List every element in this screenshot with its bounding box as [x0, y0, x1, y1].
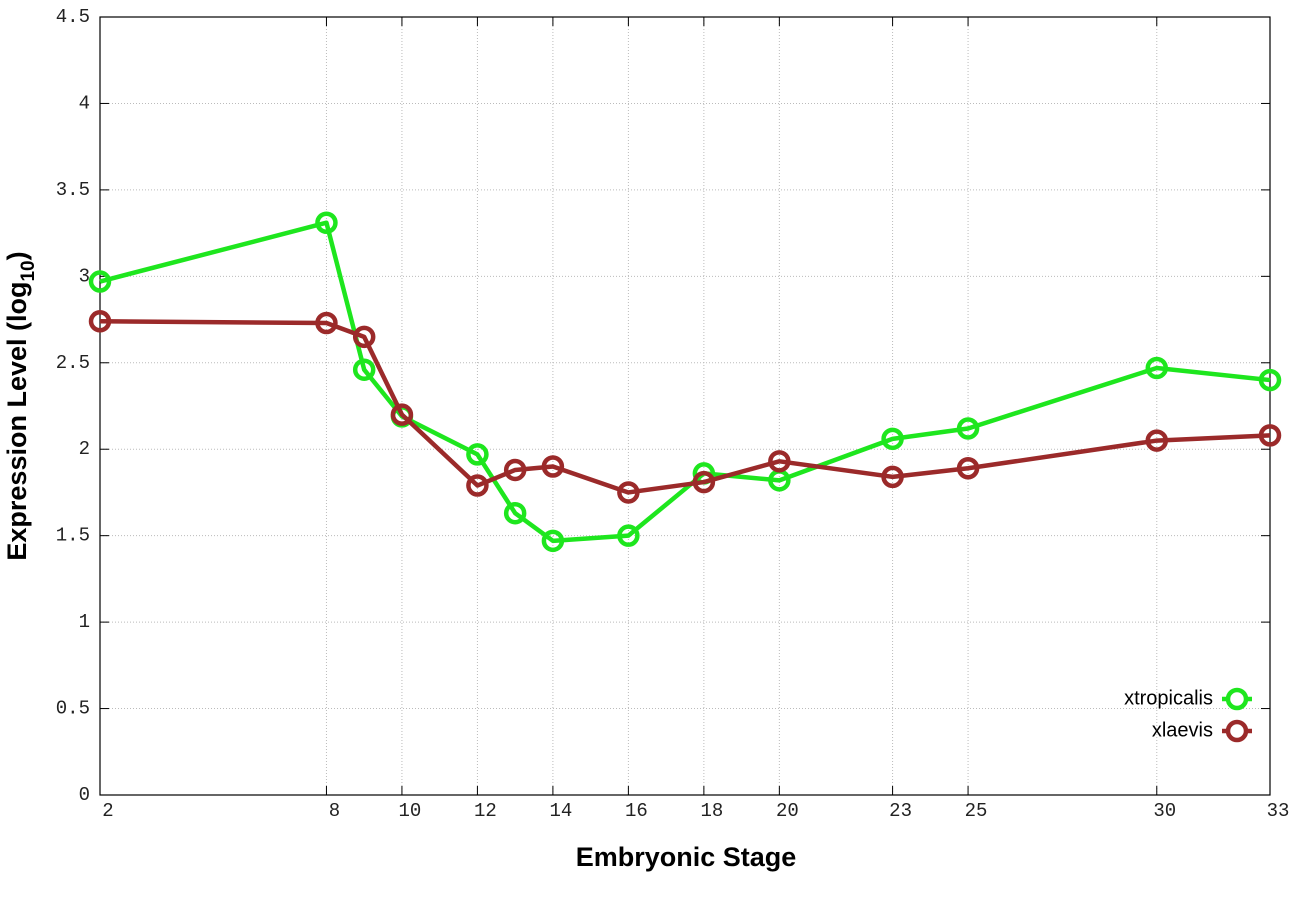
y-tick-label: 1 [79, 611, 90, 633]
data-point [315, 211, 338, 234]
data-point [503, 501, 527, 525]
data-point [88, 310, 112, 333]
y-tick-label: 4.5 [56, 6, 90, 28]
data-point [1258, 368, 1282, 392]
y-tick-label: 0 [79, 784, 90, 806]
x-axis-title: Embryonic Stage [576, 842, 797, 872]
x-tick-label: 18 [700, 800, 723, 822]
x-tick-label: 14 [549, 800, 572, 822]
data-point [956, 456, 980, 480]
legend-marker [1225, 719, 1249, 743]
data-point [315, 311, 338, 335]
data-point [1145, 429, 1169, 452]
x-tick-label: 33 [1267, 800, 1290, 822]
y-tick-label: 3 [79, 265, 90, 287]
x-tick-label: 10 [399, 800, 422, 822]
plot-frame [99, 16, 1271, 796]
data-point [352, 358, 376, 381]
x-tick-label: 8 [329, 800, 340, 822]
data-point [466, 443, 489, 466]
data-point [881, 465, 904, 489]
x-tick-label: 20 [776, 800, 799, 822]
data-point [541, 455, 565, 478]
series-line [99, 319, 1271, 495]
x-tick-label: 16 [625, 800, 648, 822]
y-axis-title: Expression Level (log10) [2, 251, 39, 560]
data-point [541, 529, 565, 553]
y-tick-label: 3.5 [56, 179, 90, 201]
legend-label: xlaevis [1152, 719, 1213, 741]
data-point [617, 481, 640, 504]
data-point [768, 450, 791, 473]
legend-marker [1225, 687, 1249, 711]
data-point [88, 270, 112, 293]
x-tick-label: 25 [965, 800, 988, 822]
data-point [692, 470, 716, 494]
series [88, 310, 1282, 504]
x-tick-label: 30 [1153, 800, 1176, 822]
y-tick-label: 0.5 [56, 698, 90, 720]
y-tick-label: 2.5 [56, 352, 90, 374]
x-tick-label: 12 [474, 800, 497, 822]
data-point [352, 325, 376, 349]
series [88, 211, 1282, 553]
data-point [956, 417, 980, 440]
data-point [617, 524, 640, 547]
x-tick-label: 23 [889, 800, 912, 822]
data-point [1145, 356, 1169, 380]
legend-label: xtropicalis [1124, 687, 1213, 709]
data-point [503, 458, 527, 482]
y-tick-label: 4 [79, 92, 90, 114]
data-point [390, 403, 414, 426]
y-tick-label: 1.5 [56, 525, 90, 547]
data-point [466, 474, 489, 497]
x-tick-label: 2 [102, 800, 113, 822]
data-point [1258, 424, 1282, 447]
data-point [881, 427, 904, 451]
series-line [99, 220, 1271, 544]
y-tick-label: 2 [79, 438, 90, 460]
